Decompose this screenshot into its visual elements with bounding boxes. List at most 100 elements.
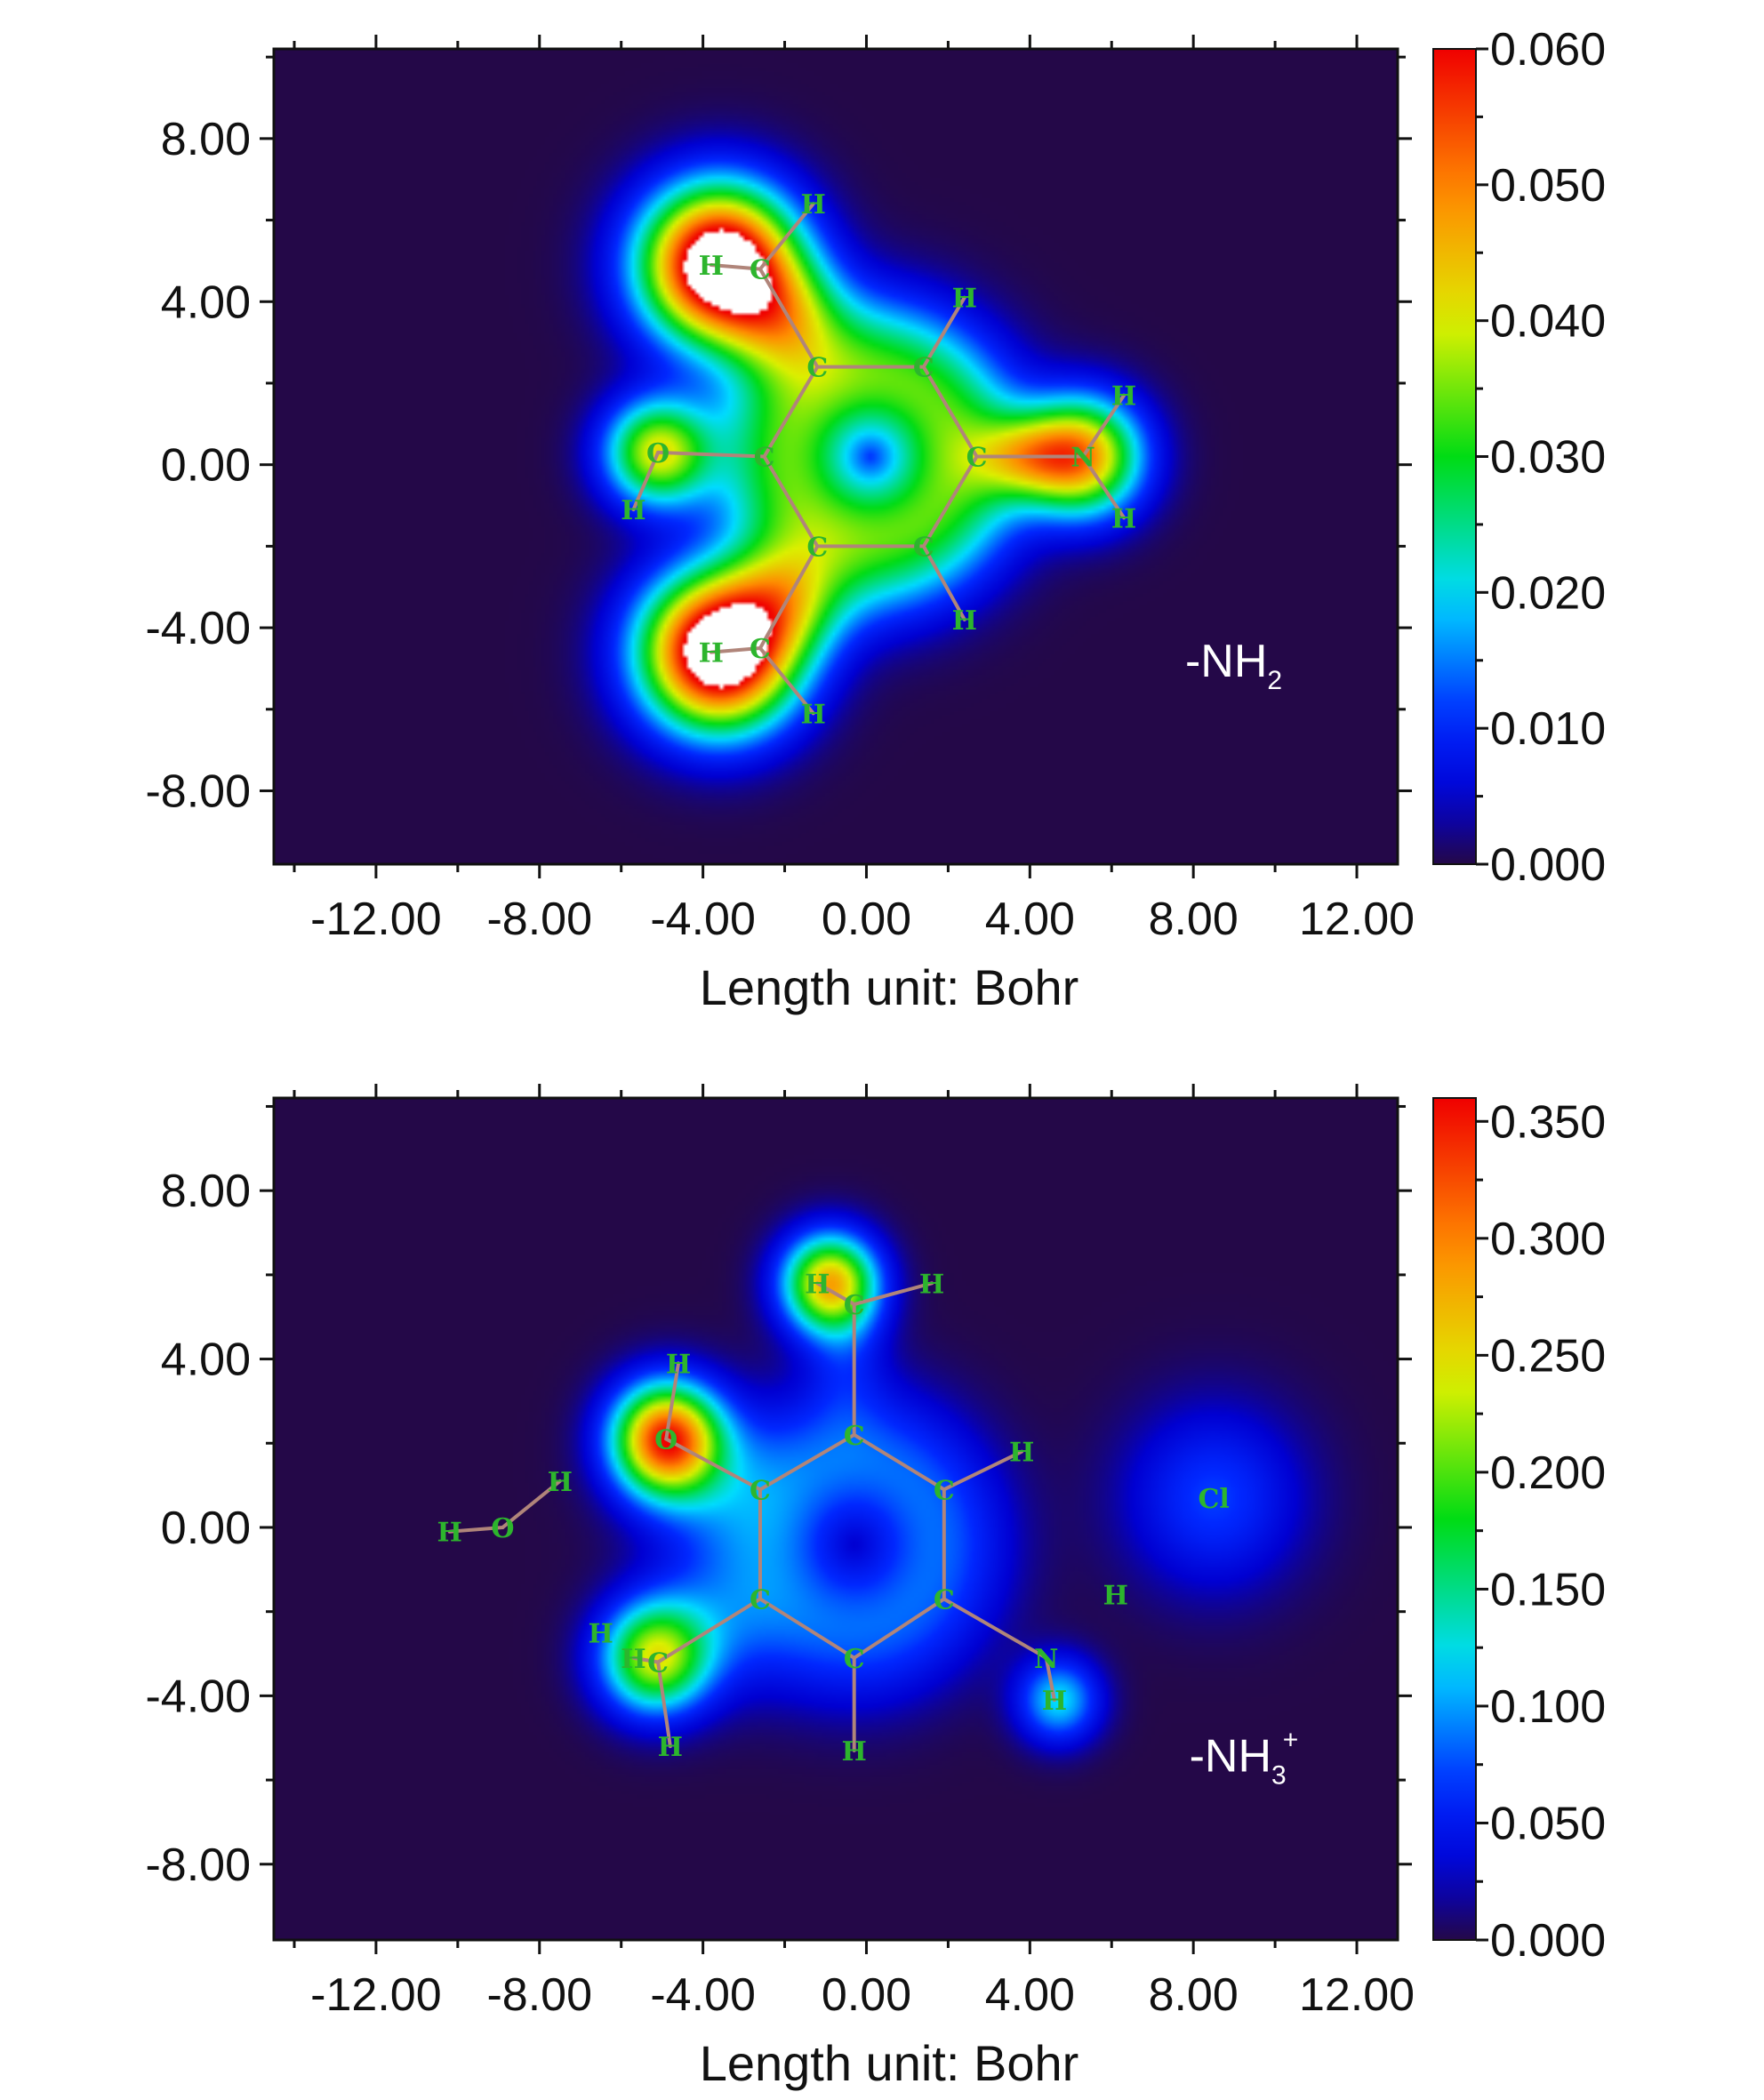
atom-label: H — [621, 1644, 645, 1675]
colorbar-tick-label: 0.020 — [1490, 567, 1606, 619]
atom-label: C — [750, 255, 771, 286]
x-tick-label: 4.00 — [985, 894, 1075, 945]
atom-label: H — [437, 1518, 461, 1549]
x-axis-title: Length unit: Bohr — [700, 2035, 1079, 2091]
atom-label: H — [805, 1269, 830, 1300]
colorbar-tick-label: 0.050 — [1490, 1798, 1606, 1849]
bond-line — [758, 202, 815, 271]
density-heatmap — [274, 1098, 1398, 1940]
bond-line — [631, 1655, 661, 1664]
bond-line — [852, 1281, 934, 1307]
bond-line — [656, 1597, 762, 1664]
atom-label: C — [934, 1475, 955, 1506]
bond-line — [758, 645, 815, 716]
bond-line — [921, 454, 979, 549]
x-tick-label: -12.00 — [310, 894, 441, 945]
bond-line — [664, 1361, 681, 1441]
atom-label: C — [913, 532, 934, 563]
x-tick-label: 12.00 — [1299, 1969, 1415, 2021]
atom-label: C — [966, 443, 988, 474]
bond-line — [631, 450, 661, 512]
colorbar-tick-label: 0.100 — [1490, 1681, 1606, 1733]
atom-label: H — [842, 1736, 867, 1767]
atom-label: H — [548, 1467, 573, 1498]
bond-line — [762, 454, 820, 549]
bond-line — [762, 365, 820, 459]
axis-ticks — [260, 1084, 1412, 1954]
colorbar-tick-label: 0.000 — [1490, 839, 1606, 891]
bond-line — [758, 544, 820, 650]
bond-line — [921, 365, 979, 459]
bond-line — [815, 1281, 856, 1307]
bond-line — [709, 645, 762, 654]
y-tick-label: -8.00 — [145, 765, 251, 817]
colorbar-tick-label: 0.010 — [1490, 703, 1606, 755]
x-axis-title: Length unit: Bohr — [700, 959, 1079, 1015]
x-tick-label: 0.00 — [822, 1969, 911, 2021]
colorbar-tick-label: 0.060 — [1490, 24, 1606, 76]
bond-line — [852, 1597, 946, 1660]
x-tick-label: 4.00 — [985, 1969, 1075, 2021]
colorbar-tick-label: 0.030 — [1490, 432, 1606, 484]
bond-line — [942, 1449, 1024, 1492]
x-tick-label: 0.00 — [822, 894, 911, 945]
bond-line — [758, 1597, 856, 1660]
bond-line — [921, 544, 966, 621]
colorbar — [1432, 48, 1477, 865]
bond-line — [1081, 454, 1127, 520]
atom-label: O — [646, 438, 670, 469]
y-tick-label: 8.00 — [161, 114, 251, 165]
y-tick-label: 4.00 — [161, 277, 251, 328]
atom-label: H — [1111, 503, 1136, 534]
bond-line — [709, 263, 762, 271]
x-tick-label: -4.00 — [650, 894, 756, 945]
atom-label: H — [699, 251, 724, 282]
atom-label: C — [844, 1290, 865, 1321]
atom-label: O — [654, 1425, 678, 1456]
colorbar-tick-label: 0.050 — [1490, 160, 1606, 212]
atom-label: H — [1111, 381, 1136, 413]
colorbar-tick-label: 0.040 — [1490, 296, 1606, 348]
atom-label: C — [806, 353, 828, 384]
atom-label: C — [844, 1421, 865, 1452]
bond-line — [942, 1597, 1048, 1660]
atom-label: H — [589, 1618, 613, 1649]
bond-line — [1044, 1655, 1056, 1703]
x-tick-label: -12.00 — [310, 1969, 441, 2021]
bond-line — [656, 450, 766, 459]
bond-line — [921, 295, 966, 369]
x-tick-label: 12.00 — [1299, 894, 1415, 945]
x-tick-label: 8.00 — [1149, 1969, 1239, 2021]
bond-line — [852, 1432, 946, 1492]
atom-label: C — [647, 1647, 669, 1679]
y-tick-label: -4.00 — [145, 1671, 251, 1722]
x-tick-label: -8.00 — [486, 894, 592, 945]
atom-label: H — [666, 1349, 691, 1380]
colorbar-tick-label: 0.350 — [1490, 1096, 1606, 1148]
bond-line — [1081, 393, 1127, 459]
plot-frame — [272, 1096, 1399, 1942]
bond-line — [656, 1660, 672, 1749]
y-tick-label: 0.00 — [161, 440, 251, 492]
colorbar-tick-label: 0.300 — [1490, 1214, 1606, 1265]
bond-line — [501, 1479, 562, 1529]
atom-label: O — [491, 1513, 514, 1544]
atom-label: H — [621, 495, 645, 526]
atom-label: H — [1103, 1581, 1128, 1612]
atom-label: C — [844, 1644, 865, 1675]
atom-label: H — [801, 189, 826, 220]
atom-label: N — [1034, 1644, 1058, 1675]
atom-label: C — [934, 1584, 955, 1615]
atom-label: C — [750, 634, 771, 665]
atom-label: C — [806, 532, 828, 563]
atom-label: Cl — [1199, 1484, 1230, 1515]
bond-line — [447, 1525, 505, 1534]
atom-label: H — [658, 1732, 683, 1763]
atom-label: C — [750, 1475, 771, 1506]
bond-line — [758, 1432, 856, 1492]
y-tick-label: -4.00 — [145, 603, 251, 654]
atom-label: H — [952, 284, 977, 315]
